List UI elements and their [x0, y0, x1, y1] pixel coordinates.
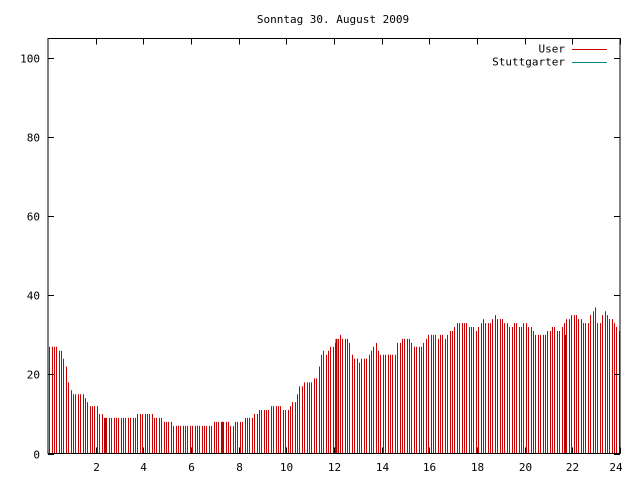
- x-tick-label: 8: [236, 461, 243, 474]
- y-axis: 0 20 40 60 80 100: [20, 53, 620, 462]
- x-tick-label: 12: [328, 461, 341, 474]
- legend-label: Stuttgarter: [492, 56, 565, 69]
- x-tick-label: 10: [280, 461, 293, 474]
- y-tick-label: 0: [33, 449, 40, 462]
- x-tick-label: 14: [376, 461, 390, 474]
- chart-title: Sonntag 30. August 2009: [257, 13, 409, 26]
- y-tick-label: 20: [27, 369, 40, 382]
- x-tick-label: 24: [609, 461, 623, 474]
- x-tick-label: 2: [93, 461, 100, 474]
- y-tick-label: 100: [20, 53, 40, 66]
- x-tick-label: 4: [140, 461, 147, 474]
- x-tick-label: 22: [566, 461, 579, 474]
- bars: [49, 307, 620, 454]
- legend-label: User: [539, 43, 566, 56]
- x-tick-label: 18: [471, 461, 484, 474]
- x-tick-label: 20: [519, 461, 532, 474]
- marker-bars: [104, 334, 567, 454]
- x-axis: 2 4 6 8 10 12 14 16 18 20 22 24: [93, 38, 623, 474]
- y-tick-label: 80: [27, 132, 40, 145]
- x-tick-label: 16: [423, 461, 436, 474]
- y-tick-label: 60: [27, 211, 40, 224]
- x-tick-label: 6: [188, 461, 195, 474]
- y-tick-label: 40: [27, 290, 40, 303]
